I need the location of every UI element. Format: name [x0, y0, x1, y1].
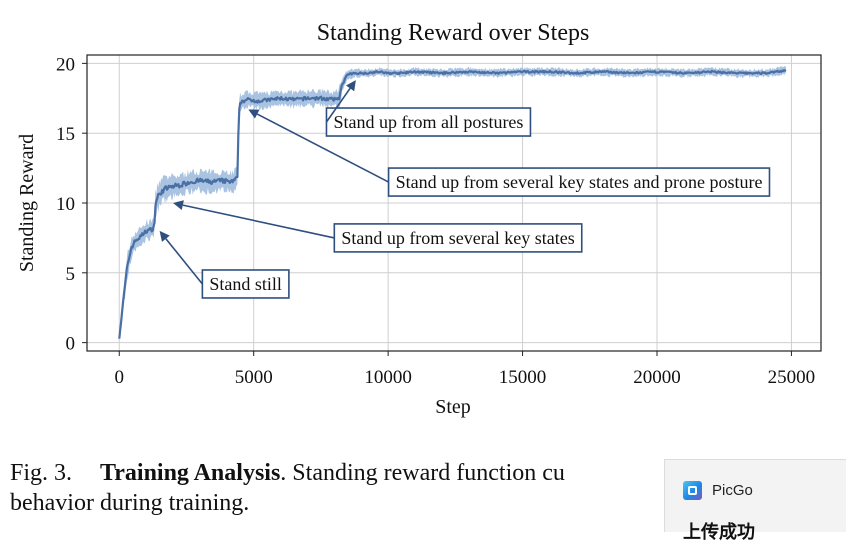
reward-line [118, 69, 787, 339]
annotation-box [201, 269, 290, 299]
x-tick-label: 15000 [499, 367, 547, 388]
annotation-box [325, 107, 532, 137]
annotation-label: Stand still [209, 274, 282, 294]
y-tick-label: 15 [56, 124, 75, 145]
annotation-1: Stand up from several key states [173, 200, 583, 253]
notification-message: 上传成功 [683, 522, 755, 542]
figure-caption: Fig. 3. Training Analysis. Standing rewar… [10, 458, 840, 518]
annotations: Stand still Stand up from several key sta… [159, 80, 771, 299]
upload-notification[interactable]: PicGo 上传成功 [664, 459, 846, 542]
annotation-arrow-head [173, 200, 184, 211]
y-tick-label: 10 [56, 194, 75, 215]
x-tick-label: 5000 [235, 367, 273, 388]
annotation-3: Stand up from all postures [325, 80, 532, 137]
y-axis-ticks: 0 5 10 15 20 [56, 54, 87, 355]
caption-text: . Standing reward function cu [280, 460, 565, 486]
caption-line-1: Fig. 3. Training Analysis. Standing rewar… [10, 458, 840, 488]
series-line [118, 69, 787, 339]
x-axis-label: Step [435, 396, 471, 418]
x-tick-label: 25000 [768, 367, 816, 388]
notification-app-name: PicGo [712, 482, 753, 499]
annotation-0: Stand still [159, 230, 290, 299]
annotation-arrow-head [346, 80, 356, 92]
x-tick-label: 20000 [633, 367, 681, 388]
annotation-arrow-line [165, 238, 203, 285]
x-tick-label: 10000 [364, 367, 412, 388]
y-tick-label: 5 [66, 264, 76, 285]
x-tick-label: 0 [115, 367, 125, 388]
chart-title: Standing Reward over Steps [317, 20, 590, 46]
x-axis-ticks: 0 5000 10000 15000 20000 25000 [115, 351, 816, 388]
annotation-box [387, 167, 771, 197]
y-axis-label: Standing Reward [16, 134, 38, 272]
annotation-2: Stand up from several key states and pro… [248, 109, 771, 197]
annotation-arrow-line [325, 87, 351, 123]
annotation-label: Stand up from several key states and pro… [396, 172, 763, 192]
annotation-arrow-line [256, 113, 389, 183]
notification-header: PicGo [683, 481, 753, 500]
caption-fig-label: Fig. 3. [10, 460, 73, 486]
grid [87, 55, 821, 351]
y-tick-label: 20 [56, 54, 75, 75]
annotation-arrow-head [159, 230, 170, 242]
annotation-box [333, 223, 583, 253]
annotation-arrow-head [248, 109, 260, 119]
annotation-arrow-line [182, 204, 335, 239]
caption-line-2: behavior during training. [10, 490, 250, 516]
caption-bold-title: Training Analysis [100, 460, 281, 486]
annotation-label: Stand up from several key states [341, 228, 574, 248]
y-tick-label: 0 [66, 334, 76, 355]
picgo-app-icon [683, 481, 702, 500]
standing-reward-chart: Standing Reward over Steps 0 5000 10000 150… [16, 20, 822, 418]
annotation-label: Stand up from all postures [333, 112, 523, 132]
